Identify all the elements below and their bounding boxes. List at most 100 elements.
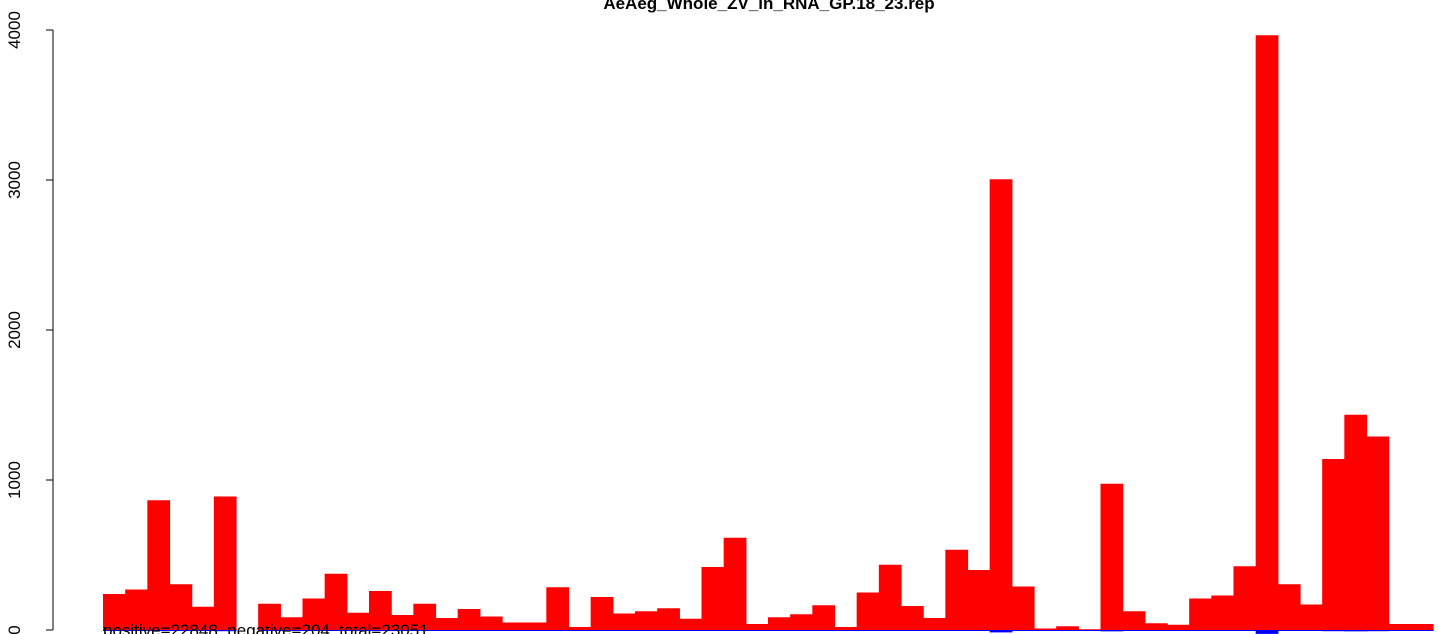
bar-negative	[502, 630, 525, 631]
bar-positive	[1189, 598, 1212, 630]
bar-negative	[989, 630, 1013, 633]
bar-positive	[856, 592, 880, 630]
bar-negative	[191, 630, 215, 631]
bar-negative	[280, 630, 304, 631]
bar-positive	[169, 584, 193, 630]
bar-negative	[657, 630, 680, 631]
bar-positive	[191, 606, 215, 630]
bar-positive	[612, 613, 636, 630]
bar-positive	[1056, 626, 1079, 630]
bar-positive	[1410, 624, 1434, 630]
summary-annotation: positive=22848, negative=204, total=2305…	[103, 621, 429, 634]
bar-positive	[1034, 628, 1057, 630]
bar-positive	[1366, 436, 1390, 630]
bar-negative	[258, 630, 281, 631]
bar-negative	[103, 630, 126, 631]
bar-negative	[923, 630, 946, 631]
bar-positive	[812, 605, 836, 630]
bar-positive	[147, 500, 171, 630]
bar-positive	[502, 622, 525, 630]
bar-positive	[635, 611, 658, 630]
bar-negative	[1056, 630, 1079, 631]
bar-negative	[834, 630, 858, 631]
bar-negative	[1410, 630, 1434, 631]
negative-bars	[103, 630, 1434, 634]
bar-positive	[679, 618, 703, 630]
bar-positive	[590, 597, 614, 630]
bar-positive	[878, 564, 902, 630]
bar-positive	[457, 609, 481, 630]
bar-negative	[1388, 630, 1412, 631]
bar-negative	[901, 630, 924, 631]
bar-positive	[1167, 624, 1190, 630]
bar-negative	[302, 630, 326, 631]
bar-negative	[213, 630, 237, 632]
y-tick-label: 3000	[5, 161, 24, 199]
bar-negative	[524, 630, 547, 631]
bar-positive	[258, 603, 281, 630]
bar-positive	[568, 627, 592, 630]
bar-positive	[901, 606, 924, 630]
bar-negative	[701, 630, 725, 631]
bar-negative	[147, 630, 171, 631]
bar-positive	[945, 549, 969, 630]
bar-negative	[1277, 630, 1301, 631]
bar-positive	[435, 618, 459, 630]
bar-positive	[1255, 35, 1279, 630]
y-tick-label: 0	[5, 625, 24, 634]
bar-negative	[679, 630, 703, 631]
bar-positive	[790, 614, 813, 630]
bar-negative	[1144, 630, 1168, 631]
bar-negative	[1211, 630, 1235, 631]
bar-negative	[612, 630, 636, 631]
bar-negative	[1078, 630, 1102, 631]
bar-negative	[324, 630, 348, 631]
bar-negative	[568, 630, 592, 631]
bar-negative	[1233, 630, 1257, 631]
bar-positive	[967, 570, 991, 630]
bar-positive	[1233, 566, 1257, 630]
bar-negative	[1300, 630, 1323, 631]
bar-positive	[1211, 595, 1235, 630]
bar-negative	[546, 630, 570, 631]
bar-negative	[1122, 630, 1146, 631]
bar-positive	[1322, 459, 1345, 630]
y-tick-label: 2000	[5, 311, 24, 349]
bar-positive	[1144, 623, 1168, 630]
bar-negative	[169, 630, 193, 631]
bar-positive	[1388, 624, 1412, 630]
y-tick-label: 4000	[5, 11, 24, 49]
bar-negative	[745, 630, 769, 631]
bar-positive	[346, 612, 370, 630]
bar-positive	[1078, 629, 1102, 630]
bar-positive	[479, 616, 503, 630]
bar-negative	[479, 630, 503, 631]
bar-negative	[768, 630, 791, 631]
bar-positive	[213, 496, 237, 630]
bar-positive	[768, 617, 791, 630]
positive-bars	[103, 35, 1434, 630]
bar-negative	[391, 630, 414, 631]
bar-negative	[723, 630, 747, 631]
bar-negative	[590, 630, 614, 631]
bar-negative	[790, 630, 813, 631]
bar-negative	[457, 630, 481, 631]
bar-negative	[1344, 630, 1368, 632]
bar-positive	[923, 618, 946, 630]
bar-negative	[1255, 630, 1279, 634]
bar-negative	[346, 630, 370, 631]
bar-positive	[1344, 414, 1368, 630]
bar-positive	[989, 179, 1013, 630]
bar-negative	[435, 630, 459, 631]
bar-negative	[812, 630, 836, 631]
bar-negative	[1167, 630, 1190, 631]
bar-negative	[1189, 630, 1212, 631]
chart-title: AeAeg_Whole_ZV_in_RNA_GP.18_23.rep	[603, 0, 934, 13]
bar-positive	[657, 608, 680, 630]
bar-positive	[1011, 586, 1035, 630]
bar-positive	[745, 624, 769, 630]
bar-negative	[413, 630, 437, 631]
bar-negative	[1011, 630, 1035, 631]
bar-positive	[391, 615, 414, 630]
bar-positive	[369, 591, 392, 630]
